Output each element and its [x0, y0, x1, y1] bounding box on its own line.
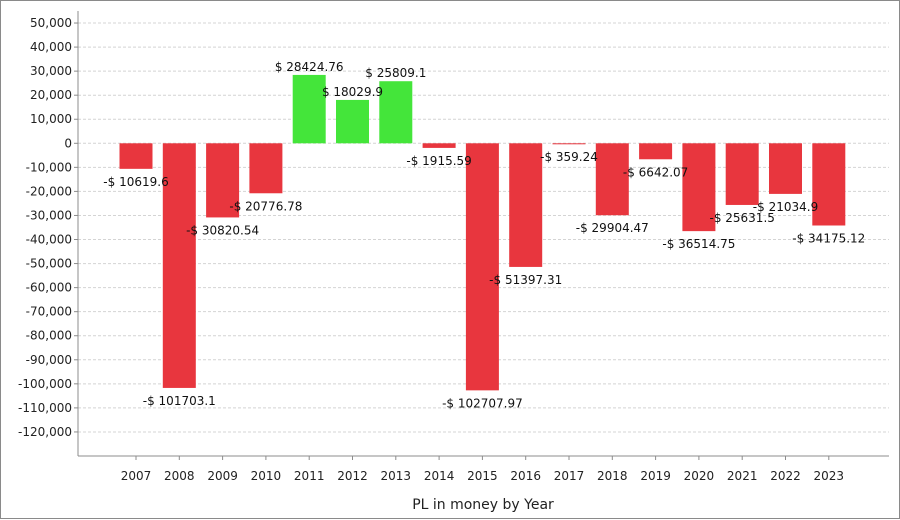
- bars: [119, 74, 846, 391]
- y-tick-label: -30,000: [26, 208, 72, 222]
- bar-2008: [162, 143, 196, 388]
- bar-2015: [465, 143, 499, 391]
- data-label: -$ 34175.12: [792, 232, 865, 246]
- bar-2022: [769, 143, 802, 194]
- y-tick-label: -70,000: [26, 305, 72, 319]
- bar-2020: [682, 143, 716, 232]
- y-tick-label: -60,000: [26, 281, 72, 295]
- y-tick-label: 10,000: [30, 112, 72, 126]
- x-tick-label: 2019: [640, 469, 671, 483]
- data-label: -$ 20776.78: [229, 199, 302, 213]
- y-tick-label: -110,000: [18, 401, 72, 415]
- x-tick-labels: 2007 2008 2009 2010 2011 2012 2013 2014 2015 2016…: [121, 456, 844, 483]
- bar-2010: [249, 143, 283, 194]
- bar-2009: [206, 143, 240, 218]
- y-tick-label: 40,000: [30, 40, 72, 54]
- x-tick-label: 2021: [727, 469, 758, 483]
- y-tick-label: -80,000: [26, 329, 72, 343]
- bar-2018: [595, 143, 629, 216]
- data-label: $ 28424.76: [275, 60, 344, 74]
- x-tick-label: 2013: [381, 469, 412, 483]
- bar-2019: [639, 143, 673, 160]
- y-tick-label: -90,000: [26, 353, 72, 367]
- data-label: -$ 1915.59: [406, 154, 471, 168]
- data-label: -$ 30820.54: [186, 223, 259, 237]
- x-tick-label: 2012: [337, 469, 368, 483]
- data-label: -$ 36514.75: [662, 237, 735, 251]
- y-tick-label: -50,000: [26, 257, 72, 271]
- x-tick-label: 2017: [554, 469, 585, 483]
- data-label: -$ 102707.97: [442, 396, 523, 410]
- x-tick-label: 2015: [467, 469, 498, 483]
- y-tick-label: -120,000: [18, 425, 72, 439]
- y-tick-label: -40,000: [26, 233, 72, 247]
- data-label: -$ 10619.6: [103, 175, 168, 189]
- data-label: -$ 21034.9: [753, 200, 818, 214]
- data-label: -$ 101703.1: [143, 394, 216, 408]
- data-label: -$ 29904.47: [576, 221, 649, 235]
- x-tick-label: 2022: [770, 469, 801, 483]
- y-tick-label: -100,000: [18, 377, 72, 391]
- bar-2016: [509, 143, 543, 267]
- x-tick-label: 2008: [164, 469, 195, 483]
- x-tick-label: 2016: [510, 469, 541, 483]
- y-tick-label: -10,000: [26, 160, 72, 174]
- x-tick-label: 2009: [207, 469, 238, 483]
- x-tick-label: 2020: [684, 469, 715, 483]
- axes: [77, 11, 889, 457]
- x-tick-label: 2010: [251, 469, 282, 483]
- bar-2012: [336, 99, 369, 144]
- bar-2021: [725, 143, 759, 205]
- x-tick-label: 2023: [814, 469, 845, 483]
- data-label: -$ 51397.31: [489, 273, 562, 287]
- data-label: -$ 25631.5: [709, 211, 774, 225]
- bar-2023: [812, 143, 846, 226]
- data-label: $ 25809.1: [365, 66, 426, 80]
- bar-2011: [292, 74, 326, 144]
- y-tick-label: 30,000: [30, 64, 72, 78]
- x-tick-label: 2007: [121, 469, 152, 483]
- y-tick-labels: 50,000 40,000 30,000 20,000 10,000 0 -10,000 -2…: [18, 16, 78, 439]
- data-labels: -$ 10619.6 -$ 101703.1 -$ 30820.54 -$ 20776…: [103, 60, 865, 410]
- bar-2017: [552, 143, 586, 145]
- y-tick-label: 50,000: [30, 16, 72, 30]
- y-tick-label: 0: [64, 136, 72, 150]
- bar-2013: [379, 81, 413, 144]
- x-tick-label: 2011: [294, 469, 325, 483]
- data-label: -$ 359.24: [540, 150, 598, 164]
- x-axis-title: PL in money by Year: [412, 497, 554, 513]
- x-tick-label: 2018: [597, 469, 628, 483]
- x-tick-label: 2014: [424, 469, 455, 483]
- y-tick-label: 20,000: [30, 88, 72, 102]
- y-tick-label: -20,000: [26, 184, 72, 198]
- data-label: -$ 6642.07: [623, 165, 688, 179]
- bar-2014: [422, 143, 456, 148]
- data-label: $ 18029.9: [322, 85, 383, 99]
- bar-2007: [119, 143, 153, 169]
